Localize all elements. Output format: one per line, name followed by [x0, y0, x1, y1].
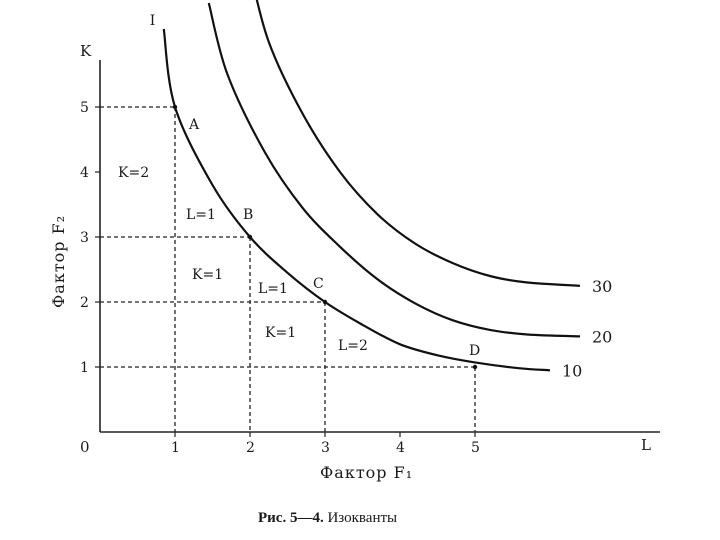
point-b-label: B — [243, 207, 253, 223]
isoquant-I-output-label: 10 — [562, 361, 582, 380]
annotation-l1-ab: L=1 — [186, 207, 216, 223]
point-d-label: D — [469, 343, 480, 359]
x-tick-label: 5 — [471, 440, 480, 456]
point-b — [247, 234, 253, 240]
x-tick-label: 4 — [396, 440, 405, 456]
point-d — [472, 364, 478, 370]
point-c — [322, 299, 328, 305]
y-tick-label: 1 — [80, 360, 89, 376]
isoquant-II-line — [207, 2, 581, 338]
y-tick-label: 5 — [80, 100, 89, 116]
isoquant-I-label: I — [150, 13, 156, 29]
origin-label: 0 — [80, 438, 90, 456]
isoquant-II-label: II — [195, 0, 206, 3]
figure-caption: Рис. 5—4. Изокванты — [258, 510, 397, 526]
annotation-k1-cd: K=1 — [265, 325, 296, 341]
isoquant-II-output-label: 20 — [592, 327, 612, 346]
annotation-l1-bc: L=1 — [258, 281, 288, 297]
y-tick-label: 4 — [80, 165, 89, 181]
isoquant-III-line — [255, 0, 581, 287]
y-tick-label: 3 — [80, 230, 89, 246]
caption-prefix: Рис. 5—4. — [258, 510, 324, 526]
isoquant-III-output-label: 30 — [592, 277, 612, 296]
x-tick-label: 1 — [171, 440, 180, 456]
point-a — [172, 104, 178, 110]
annotation-k1-bc: K=1 — [192, 267, 223, 283]
y-tick-label: 2 — [80, 295, 89, 311]
x-axis-letter: L — [641, 436, 651, 454]
annotation-k2: K=2 — [118, 165, 149, 181]
x-axis-title: Фактор F₁ — [320, 463, 413, 482]
isoquant-I-line — [162, 28, 551, 372]
chart-marks: 1234512345I10II20III30ABCD — [80, 0, 612, 456]
y-axis-letter: K — [80, 42, 92, 60]
y-axis-title: Фактор F₂ — [49, 215, 68, 308]
annotation-l2-cd: L=2 — [338, 338, 368, 354]
point-a-label: A — [188, 117, 200, 133]
caption-text: Изокванты — [324, 510, 397, 526]
x-tick-label: 2 — [246, 440, 255, 456]
point-c-label: C — [313, 276, 324, 292]
x-tick-label: 3 — [321, 440, 330, 456]
